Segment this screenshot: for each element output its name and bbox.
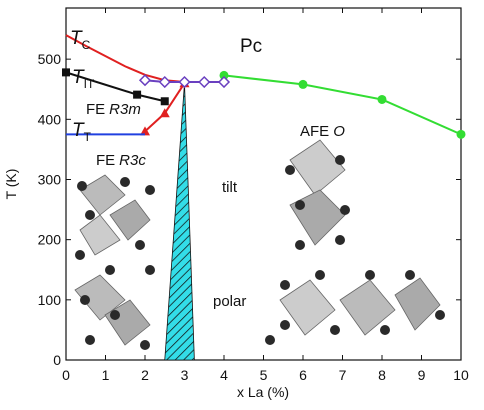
data-point bbox=[159, 108, 170, 118]
y-tick-label: 100 bbox=[38, 292, 62, 308]
annotation-text: tilt bbox=[222, 179, 238, 196]
x-tick-label: 3 bbox=[181, 367, 189, 383]
data-point bbox=[133, 90, 142, 99]
annotation-text: FE bbox=[86, 101, 105, 118]
series-line bbox=[223, 74, 462, 136]
annotation-text: AFE bbox=[300, 123, 329, 140]
structure-illustrations bbox=[74, 139, 445, 350]
y-tick-label: 0 bbox=[53, 352, 61, 368]
annotation-text: T bbox=[70, 28, 83, 49]
annotation-text: polar bbox=[213, 293, 246, 310]
y-axis-label: T (K) bbox=[3, 169, 19, 200]
y-tick-label: 200 bbox=[38, 232, 62, 248]
annotation: AFE O bbox=[300, 123, 345, 140]
data-point bbox=[158, 75, 171, 89]
x-tick-label: 4 bbox=[220, 367, 228, 383]
x-tick-label: 5 bbox=[260, 367, 268, 383]
x-tick-label: 7 bbox=[339, 367, 347, 383]
data-point bbox=[298, 79, 308, 89]
annotation: TT bbox=[72, 120, 92, 144]
annotation-sub: IT bbox=[84, 77, 95, 91]
annotation-sub: C bbox=[82, 38, 91, 52]
x-tick-label: 9 bbox=[418, 367, 426, 383]
data-point bbox=[178, 75, 191, 89]
data-point bbox=[198, 75, 211, 89]
data-point bbox=[217, 75, 231, 89]
data-point bbox=[219, 70, 229, 80]
data-point bbox=[140, 126, 150, 136]
annotation: TIT bbox=[72, 67, 95, 91]
annotation-text: T bbox=[72, 67, 85, 88]
annotation-italic: R3c bbox=[119, 152, 146, 169]
data-point bbox=[138, 74, 152, 87]
series-line bbox=[144, 82, 186, 133]
data-point bbox=[62, 68, 70, 77]
x-tick-label: 8 bbox=[378, 367, 386, 383]
annotation: polar bbox=[213, 293, 246, 310]
annotation: FE R3c bbox=[96, 152, 146, 169]
data-point bbox=[456, 129, 466, 139]
phase-region bbox=[164, 83, 195, 361]
data-point bbox=[377, 94, 387, 104]
x-tick-label: 2 bbox=[141, 367, 149, 383]
annotation-italic: R3m bbox=[109, 101, 141, 118]
x-tick-label: 6 bbox=[299, 367, 307, 383]
annotation: Pc bbox=[240, 36, 262, 57]
annotation-sub: T bbox=[84, 130, 92, 144]
annotation: FE R3m bbox=[86, 101, 141, 118]
annotation: tilt bbox=[222, 179, 238, 196]
y-tick-label: 300 bbox=[38, 171, 62, 187]
data-point bbox=[160, 97, 169, 106]
y-tick-label: 400 bbox=[38, 111, 62, 127]
x-tick-label: 0 bbox=[62, 367, 70, 383]
x-tick-label: 1 bbox=[102, 367, 110, 383]
x-axis-label: x La (%) bbox=[237, 384, 289, 400]
annotation-text: Pc bbox=[240, 36, 262, 57]
annotation-italic: O bbox=[333, 123, 345, 140]
annotation-text: FE bbox=[96, 152, 115, 169]
y-tick-label: 500 bbox=[38, 51, 62, 67]
annotation: TC bbox=[70, 28, 91, 52]
annotation-text: T bbox=[72, 120, 85, 141]
x-tick-label: 10 bbox=[453, 367, 469, 383]
